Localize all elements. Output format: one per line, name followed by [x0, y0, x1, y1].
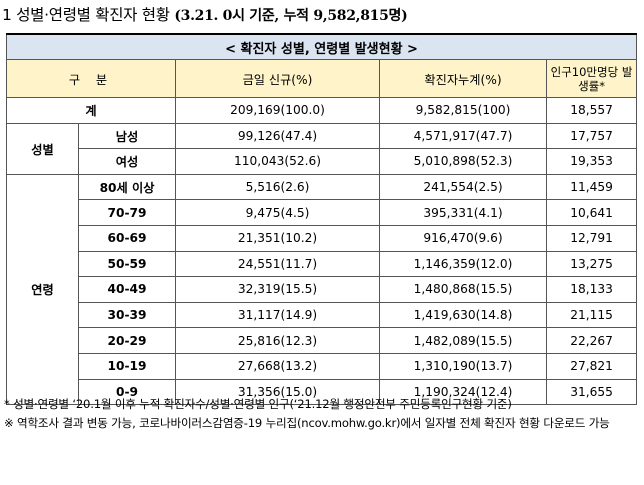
- row-today: 110,043(52.6): [175, 148, 380, 175]
- row-cumulative: 1,419,630(14.8): [379, 301, 547, 329]
- table-row: 30-39 31,117(14.9) 1,419,630(14.8) 21,11…: [7, 301, 638, 329]
- total-row: 계 209,169(100.0) 9,582,815(100) 18,557: [6, 97, 638, 124]
- table-row: 연령 80세 이상 5,516(2.6) 241,554(2.5) 11,459: [6, 173, 638, 406]
- table-row: 50-59 24,551(11.7) 1,146,359(12.0) 13,27…: [7, 250, 638, 278]
- total-per100k: 18,557: [545, 97, 638, 124]
- row-today: 27,668(13.2): [175, 352, 380, 380]
- row-cumulative: 4,571,917(47.7): [379, 122, 547, 150]
- row-label: 30-39: [78, 301, 176, 329]
- row-per100k: 31,655: [545, 378, 638, 406]
- row-cumulative: 916,470(9.6): [379, 224, 547, 252]
- row-today: 21,351(10.2): [175, 224, 380, 252]
- table-row: 20-29 25,816(12.3) 1,482,089(15.5) 22,26…: [7, 327, 638, 354]
- row-label: 50-59: [78, 250, 176, 278]
- row-label: 남성: [78, 122, 176, 150]
- row-per100k: 17,757: [545, 122, 638, 150]
- header-category: 구 분: [6, 59, 176, 98]
- table-row: 40-49 32,319(15.5) 1,480,868(15.5) 18,13…: [7, 276, 638, 303]
- table-title: < 확진자 성별, 연령별 발생현황 >: [5, 33, 638, 60]
- footnotes: * 성별·연령별 ‘20.1월 이후 누적 확진자수/성별·연령별 인구(‘21…: [4, 395, 640, 433]
- row-per100k: 18,133: [545, 276, 638, 303]
- row-today: 24,551(11.7): [175, 250, 380, 278]
- table-row: 70-79 9,475(4.5) 395,331(4.1) 10,641: [7, 199, 638, 226]
- table-row: 여성 110,043(52.6) 5,010,898(52.3) 19,353: [7, 148, 638, 175]
- row-label: 80세 이상: [78, 173, 176, 201]
- table-row: 성별 남성 99,126(47.4) 4,571,917(47.7) 17,75…: [6, 122, 638, 175]
- row-today: 99,126(47.4): [175, 122, 380, 150]
- table-row: 60-69 21,351(10.2) 916,470(9.6) 12,791: [7, 224, 638, 252]
- row-per100k: 22,267: [545, 327, 638, 354]
- row-per100k: 10,641: [545, 199, 638, 226]
- row-label: 20-29: [78, 327, 176, 354]
- row-today: 32,319(15.5): [175, 276, 380, 303]
- row-cumulative: 395,331(4.1): [379, 199, 547, 226]
- total-label: 계: [6, 97, 176, 124]
- row-label: 40-49: [78, 276, 176, 303]
- row-label: 0-9: [78, 378, 176, 406]
- sex-category-label: 성별: [6, 122, 79, 175]
- row-cumulative: 1,146,359(12.0): [379, 250, 547, 278]
- row-today: 31,356(15.0): [175, 378, 380, 406]
- table-row: 0-9 31,356(15.0) 1,190,324(12.4) 31,655: [7, 378, 638, 406]
- total-cumulative: 9,582,815(100): [379, 97, 547, 124]
- row-label: 10-19: [78, 352, 176, 380]
- table-header-row: 구 분 금일 신규(%) 확진자누계(%) 인구10만명당 발생률*: [6, 59, 638, 98]
- row-today: 9,475(4.5): [175, 199, 380, 226]
- row-today: 5,516(2.6): [175, 173, 380, 201]
- row-per100k: 12,791: [545, 224, 638, 252]
- heading-sub: (3.21. 0시 기준, 누적 9,582,815명): [174, 8, 408, 24]
- heading-main: 1 성별·연령별 확진자 현황: [2, 6, 170, 24]
- row-per100k: 19,353: [545, 148, 638, 175]
- footnote-incidence: * 성별·연령별 ‘20.1월 이후 누적 확진자수/성별·연령별 인구(‘21…: [4, 397, 512, 411]
- row-today: 25,816(12.3): [175, 327, 380, 354]
- cases-table: < 확진자 성별, 연령별 발생현황 > 구 분 금일 신규(%) 확진자누계(…: [5, 33, 638, 406]
- row-today: 31,117(14.9): [175, 301, 380, 329]
- total-today: 209,169(100.0): [175, 97, 380, 124]
- row-cumulative: 1,480,868(15.5): [379, 276, 547, 303]
- age-category-label: 연령: [6, 173, 79, 406]
- footnote-download: ※ 역학조사 결과 변동 가능, 코로나바이러스감염증-19 누리집(ncov.…: [4, 416, 610, 430]
- header-today: 금일 신규(%): [175, 59, 380, 98]
- row-label: 70-79: [78, 199, 176, 226]
- row-label: 60-69: [78, 224, 176, 252]
- header-cumulative: 확진자누계(%): [379, 59, 547, 98]
- row-per100k: 11,459: [545, 173, 638, 201]
- row-cumulative: 1,310,190(13.7): [379, 352, 547, 380]
- row-per100k: 13,275: [545, 250, 638, 278]
- page-heading: 1 성별·연령별 확진자 현황 (3.21. 0시 기준, 누적 9,582,8…: [2, 3, 408, 25]
- table-row: 10-19 27,668(13.2) 1,310,190(13.7) 27,82…: [7, 352, 638, 380]
- row-label: 여성: [78, 148, 176, 175]
- header-per100k: 인구10만명당 발생률*: [545, 59, 638, 98]
- table-title-row: < 확진자 성별, 연령별 발생현황 >: [5, 33, 638, 60]
- row-per100k: 27,821: [545, 352, 638, 380]
- row-cumulative: 241,554(2.5): [379, 173, 547, 201]
- row-cumulative: 5,010,898(52.3): [379, 148, 547, 175]
- row-per100k: 21,115: [545, 301, 638, 329]
- row-cumulative: 1,482,089(15.5): [379, 327, 547, 354]
